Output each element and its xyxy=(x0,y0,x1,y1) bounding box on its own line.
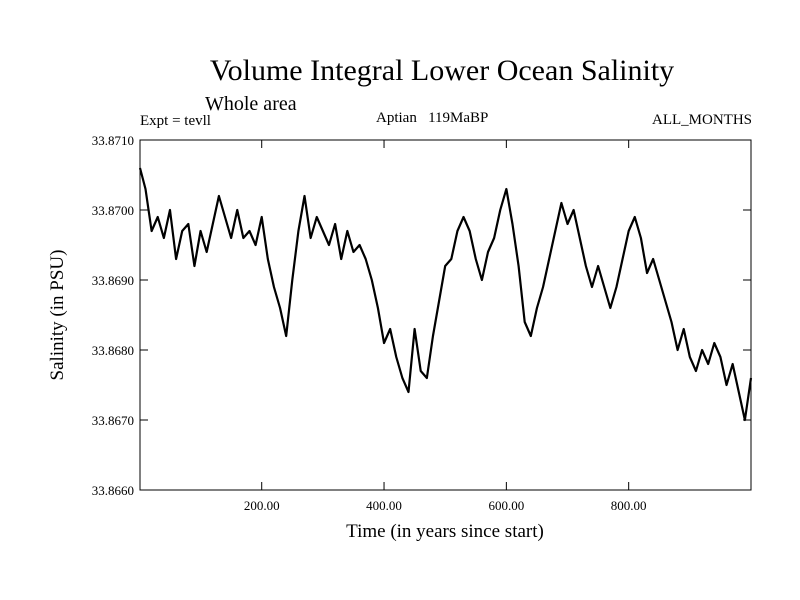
y-axis: 33.8660 33.8670 33.8680 33.8690 33.8700 33.87… xyxy=(92,133,751,498)
x-tick-label: 800.00 xyxy=(611,498,647,513)
y-axis-label: Salinity (in PSU) xyxy=(47,250,68,381)
plot-area xyxy=(138,167,753,422)
x-tick-label: 200.00 xyxy=(244,498,280,513)
series-line-salinity xyxy=(138,167,753,422)
months-label: ALL_MONTHS xyxy=(652,112,752,128)
x-tick-label: 600.00 xyxy=(488,498,524,513)
y-tick-label: 33.8680 xyxy=(92,343,134,358)
x-axis: 200.00 400.00 600.00 800.00 xyxy=(244,140,647,513)
plot-frame xyxy=(139,139,752,491)
y-tick-label: 33.8690 xyxy=(92,273,134,288)
y-tick-label: 33.8710 xyxy=(92,133,134,148)
x-tick-label: 400.00 xyxy=(366,498,402,513)
period-label: Aptian 119MaBP xyxy=(376,110,488,126)
x-axis-label: Time (in years since start) xyxy=(346,521,544,542)
y-tick-label: 33.8670 xyxy=(92,413,134,428)
experiment-label: Expt = tevll xyxy=(140,113,211,129)
y-tick-label: 33.8700 xyxy=(92,203,134,218)
y-tick-label: 33.8660 xyxy=(92,483,134,498)
chart-subtitle: Whole area xyxy=(205,93,297,115)
chart-title: Volume Integral Lower Ocean Salinity xyxy=(210,54,674,87)
